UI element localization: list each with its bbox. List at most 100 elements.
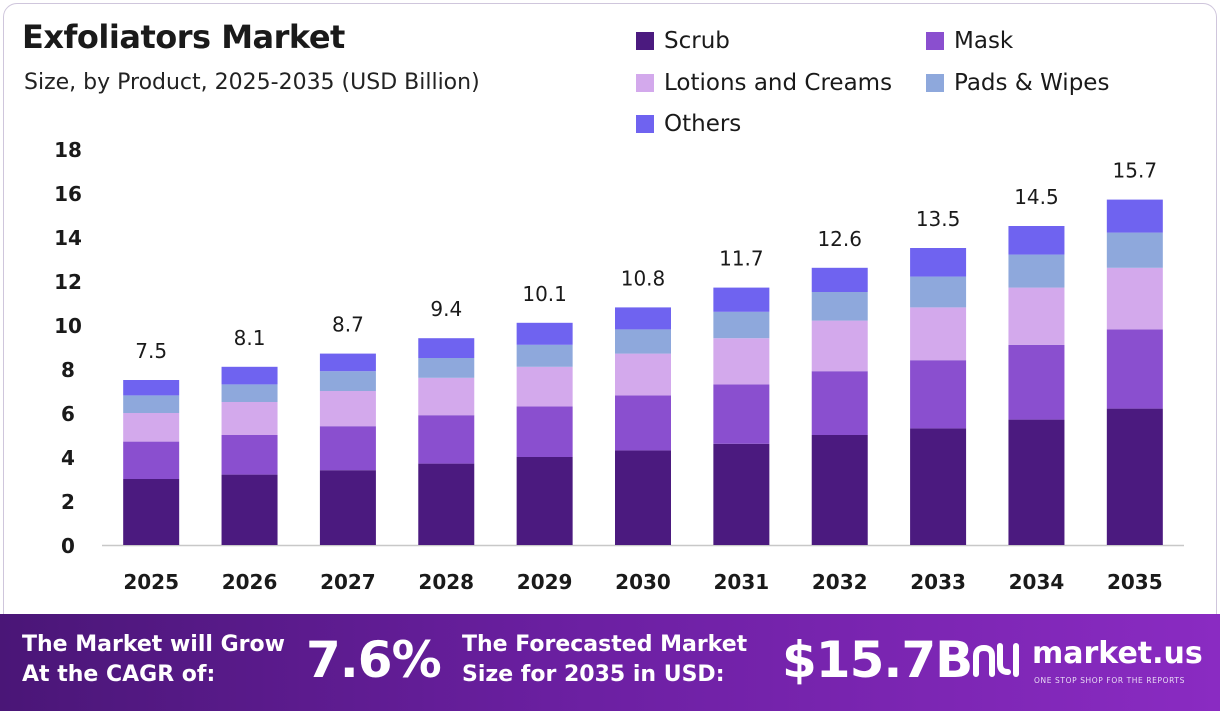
legend-label: Mask (954, 28, 1014, 54)
y-tick-label: 16 (54, 182, 82, 206)
bar-segment (319, 391, 376, 427)
legend-label: Lotions and Creams (664, 70, 893, 96)
bar-segment (1008, 419, 1065, 545)
legend-swatch (636, 32, 654, 50)
bar-segment (221, 366, 278, 385)
legend-item: Others (636, 111, 741, 137)
bar-segment (1106, 408, 1163, 545)
bar-segment (1008, 287, 1065, 345)
x-tick-label: 2033 (910, 570, 966, 594)
legend-item: Lotions and Creams (636, 70, 892, 96)
bar-segment (319, 353, 376, 372)
bar-segment (713, 384, 770, 444)
bar-segment (418, 338, 475, 358)
bar-segment (418, 463, 475, 545)
x-tick-label: 2034 (1009, 570, 1065, 594)
x-tick-label: 2027 (320, 570, 376, 594)
forecast-value: $15.7B (782, 631, 973, 689)
bar-segment (221, 474, 278, 545)
total-value-label: 10.8 (621, 266, 666, 290)
bar-segment (910, 360, 967, 429)
y-tick-label: 2 (61, 490, 75, 514)
bar-segment (910, 428, 967, 545)
bar-segment (1106, 232, 1163, 268)
bar-segment (811, 320, 868, 372)
bar-segment (1106, 267, 1163, 330)
x-tick-label: 2026 (222, 570, 278, 594)
y-tick-label: 4 (61, 446, 75, 470)
legend-label: Pads & Wipes (954, 70, 1110, 96)
legend-item: Mask (926, 28, 1013, 54)
brand-name: market.us (1032, 636, 1203, 671)
total-value-label: 11.7 (719, 247, 764, 271)
bar-segment (123, 479, 180, 545)
bar-segment (811, 371, 868, 435)
market-us-logo-icon (973, 643, 1019, 677)
bar-segment (713, 443, 770, 545)
bar-segment (418, 358, 475, 378)
brand-tagline: ONE STOP SHOP FOR THE REPORTS (1034, 676, 1185, 685)
bar-segment (516, 322, 573, 345)
x-tick-label: 2028 (418, 570, 474, 594)
bar-segment (123, 395, 180, 413)
total-value-label: 8.7 (332, 313, 364, 337)
bar-segment (811, 435, 868, 545)
bar-segment (516, 366, 573, 407)
bar-segment (910, 307, 967, 361)
x-tick-label: 2030 (615, 570, 671, 594)
bar-segment (811, 267, 868, 292)
legend-swatch (636, 115, 654, 133)
bar-segment (319, 426, 376, 471)
bar-segment (1106, 329, 1163, 409)
y-tick-label: 12 (54, 270, 82, 294)
bar-segment (1106, 199, 1163, 233)
cagr-value: 7.6% (306, 631, 442, 689)
x-tick-label: 2032 (812, 570, 868, 594)
bar-segment (319, 470, 376, 545)
bar-segment (221, 435, 278, 475)
bar-segment (713, 311, 770, 339)
y-tick-label: 14 (54, 226, 82, 250)
x-tick-label: 2035 (1107, 570, 1163, 594)
bar-segment (516, 406, 573, 457)
bar-segment (123, 380, 180, 396)
bar-segment (1008, 226, 1065, 255)
legend-swatch (926, 32, 944, 50)
bar-segment (910, 276, 967, 308)
summary-banner: The Market will Grow At the CAGR of: 7.6… (0, 614, 1220, 711)
bar-segment (123, 413, 180, 442)
bar-segment (516, 457, 573, 545)
bar-segment (615, 307, 671, 330)
total-value-label: 10.1 (522, 282, 567, 306)
bar-segment (1008, 254, 1065, 288)
y-tick-label: 6 (61, 402, 75, 426)
y-tick-label: 18 (54, 138, 82, 162)
bar-segment (615, 329, 671, 354)
chart-title: Exfoliators Market (22, 18, 345, 56)
brand-block: market.us ONE STOP SHOP FOR THE REPORTS (970, 634, 1210, 694)
bar-segment (910, 248, 967, 277)
y-tick-label: 0 (61, 534, 75, 558)
total-value-label: 7.5 (135, 339, 167, 363)
cagr-label: The Market will Grow At the CAGR of: (22, 632, 285, 687)
total-value-label: 13.5 (916, 207, 961, 231)
total-value-label: 9.4 (430, 297, 462, 321)
legend-swatch (926, 74, 944, 92)
bar-segment (221, 384, 278, 402)
y-tick-label: 10 (54, 314, 82, 338)
bar-segment (516, 344, 573, 367)
bar-segment (713, 287, 770, 312)
total-value-label: 8.1 (234, 326, 266, 350)
bar-segment (221, 402, 278, 435)
chart-subtitle: Size, by Product, 2025-2035 (USD Billion… (24, 70, 480, 95)
total-value-label: 15.7 (1113, 159, 1158, 183)
legend-item: Pads & Wipes (926, 70, 1109, 96)
bar-segment (319, 371, 376, 391)
legend-swatch (636, 74, 654, 92)
bar-segment (615, 353, 671, 396)
bar-segment (615, 395, 671, 451)
legend-label: Others (664, 111, 742, 137)
x-tick-label: 2031 (714, 570, 770, 594)
bar-segment (713, 338, 770, 385)
bar-segment (418, 377, 475, 416)
